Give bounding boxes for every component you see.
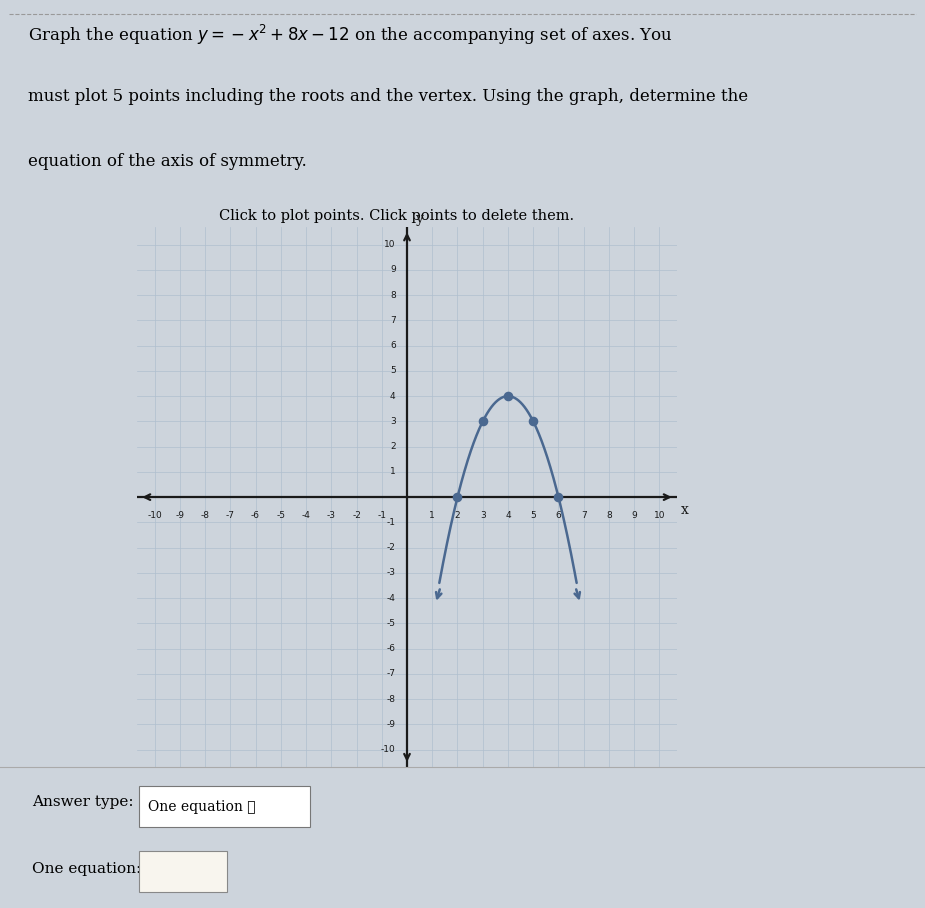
Text: 5: 5 [530,511,536,520]
Text: -4: -4 [387,594,396,603]
Text: 2: 2 [455,511,461,520]
Text: -10: -10 [147,511,162,520]
Point [500,389,515,403]
Text: -6: -6 [387,644,396,653]
Text: 3: 3 [480,511,486,520]
Text: 7: 7 [581,511,586,520]
Text: 9: 9 [632,511,637,520]
Text: -2: -2 [387,543,396,552]
Text: must plot 5 points including the roots and the vertex. Using the graph, determin: must plot 5 points including the roots a… [28,88,748,105]
Text: 1: 1 [390,468,396,477]
Text: -1: -1 [377,511,387,520]
Text: -6: -6 [251,511,260,520]
Text: 3: 3 [390,417,396,426]
Text: -9: -9 [176,511,184,520]
Text: 2: 2 [390,442,396,451]
Text: -3: -3 [387,568,396,577]
Text: One equation ✓: One equation ✓ [148,800,255,814]
Text: 8: 8 [606,511,611,520]
Text: Answer type:: Answer type: [32,795,134,809]
Text: Graph the equation $y = -x^2 + 8x - 12$ on the accompanying set of axes. You: Graph the equation $y = -x^2 + 8x - 12$ … [28,23,672,47]
Text: -8: -8 [201,511,210,520]
Text: -7: -7 [226,511,235,520]
Text: -9: -9 [387,720,396,729]
FancyBboxPatch shape [139,851,227,892]
Text: 6: 6 [390,341,396,350]
Text: -3: -3 [327,511,336,520]
Text: 1: 1 [429,511,435,520]
FancyBboxPatch shape [139,786,310,827]
Text: -1: -1 [387,518,396,527]
Text: One equation:: One equation: [32,862,142,875]
Text: -7: -7 [387,669,396,678]
Text: -2: -2 [352,511,361,520]
Text: -5: -5 [387,619,396,627]
Text: x: x [681,503,688,517]
Text: 8: 8 [390,291,396,300]
Text: -10: -10 [381,745,396,754]
Text: 5: 5 [390,367,396,375]
Text: 10: 10 [654,511,665,520]
Text: 4: 4 [390,391,396,400]
Point [551,489,566,504]
Point [525,414,540,429]
Text: Click to plot points. Click points to delete them.: Click to plot points. Click points to de… [219,209,574,222]
Text: -5: -5 [277,511,285,520]
Text: 4: 4 [505,511,511,520]
Text: 7: 7 [390,316,396,325]
Point [450,489,465,504]
Point [475,414,490,429]
Text: -4: -4 [302,511,311,520]
Text: -8: -8 [387,695,396,704]
Text: equation of the axis of symmetry.: equation of the axis of symmetry. [28,153,306,171]
Text: 6: 6 [556,511,561,520]
Text: 10: 10 [384,241,396,249]
Text: 9: 9 [390,265,396,274]
Text: y: y [415,212,424,226]
